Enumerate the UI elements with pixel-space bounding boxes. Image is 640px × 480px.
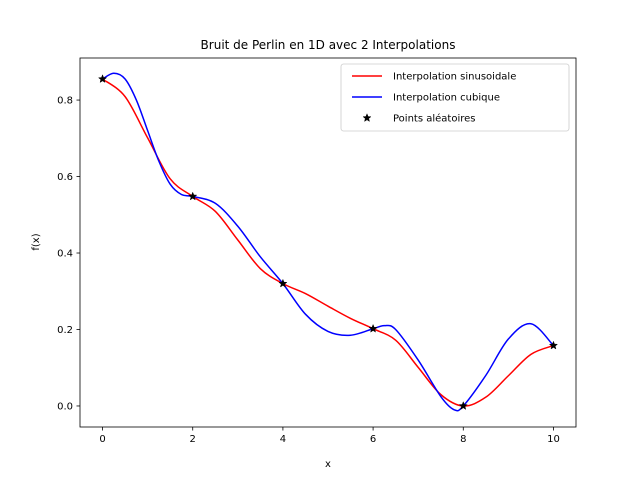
y-axis-label: f(x)	[31, 233, 42, 250]
y-tick-label: 0.0	[57, 401, 73, 412]
series-line-sinusoidale	[101, 77, 555, 407]
plot-area	[79, 57, 577, 428]
chart-title: Bruit de Perlin en 1D avec 2 Interpolati…	[201, 38, 456, 52]
data-point-star	[278, 278, 288, 288]
series-line-cubique	[101, 72, 555, 412]
x-tick-label: 2	[190, 434, 196, 445]
x-axis-label: x	[325, 459, 331, 470]
y-tick-label: 0.8	[57, 96, 73, 107]
y-tick-label: 0.4	[57, 249, 73, 260]
data-point-star	[368, 323, 378, 333]
data-point-star	[548, 340, 559, 350]
data-point-star	[97, 74, 108, 83]
axes-frame	[79, 57, 577, 428]
x-tick-label: 4	[280, 434, 286, 445]
legend: Interpolation sinusoidale Interpolation c…	[340, 63, 570, 132]
x-axis-ticks: 0 2 4 6 8 10	[99, 427, 560, 445]
x-tick-label: 10	[547, 434, 560, 445]
legend-entry-label: Interpolation cubique	[393, 93, 500, 104]
legend-marker-star	[362, 113, 372, 122]
data-point-star	[458, 401, 468, 410]
legend-entry-label: Points aléatoires	[393, 113, 475, 125]
legend-entry-label: Interpolation sinusoidale	[393, 72, 516, 83]
x-tick-label: 8	[460, 434, 466, 445]
legend-box	[340, 63, 570, 132]
series-group	[97, 72, 559, 412]
y-tick-label: 0.6	[57, 172, 73, 183]
y-tick-label: 0.2	[57, 325, 73, 336]
x-tick-label: 0	[99, 434, 105, 445]
x-tick-label: 6	[370, 434, 376, 445]
y-axis-ticks: 0.0 0.2 0.4 0.6 0.8	[57, 96, 80, 412]
data-point-star	[188, 191, 198, 201]
